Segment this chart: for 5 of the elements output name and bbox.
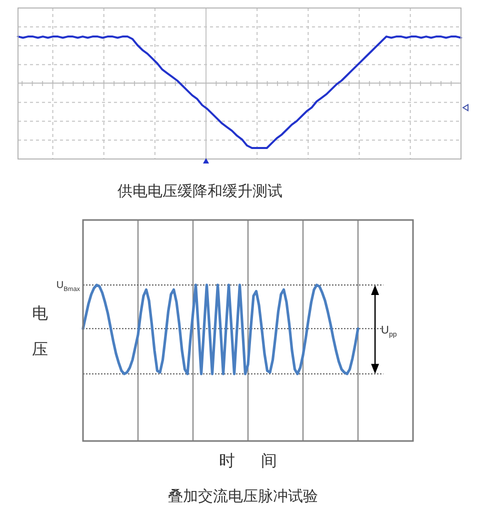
x-axis-title: 时间 <box>219 453 303 470</box>
y-axis-title: 电压 <box>32 306 48 359</box>
annotation: U$_{pp}$ <box>381 324 397 339</box>
title: 供电电压缓降和缓升测试 <box>118 183 282 200</box>
title: 叠加交流电压脉冲试验 <box>168 488 318 505</box>
